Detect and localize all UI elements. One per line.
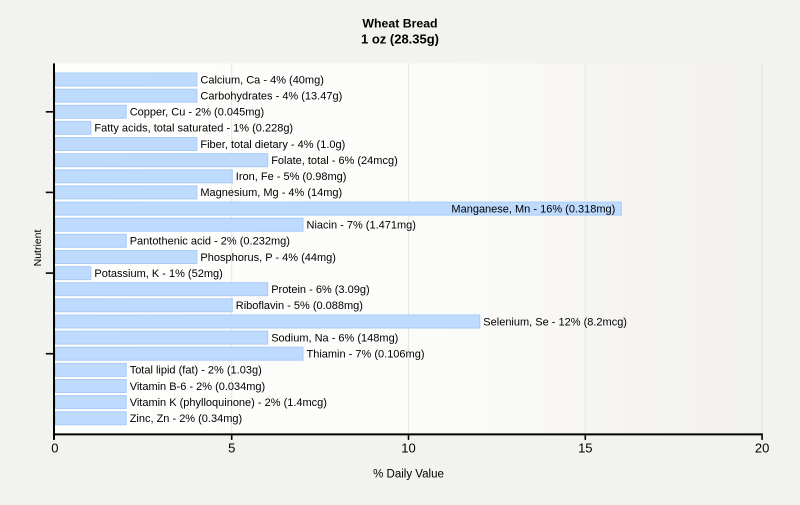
svg-text:Sodium, Na - 6% (148mg): Sodium, Na - 6% (148mg) bbox=[271, 332, 398, 344]
svg-text:Manganese, Mn - 16% (0.318mg): Manganese, Mn - 16% (0.318mg) bbox=[451, 203, 615, 215]
svg-text:20: 20 bbox=[755, 441, 769, 456]
svg-text:Vitamin B-6 - 2% (0.034mg): Vitamin B-6 - 2% (0.034mg) bbox=[130, 381, 266, 393]
svg-text:Wheat Bread: Wheat Bread bbox=[362, 16, 437, 30]
svg-text:% Daily Value: % Daily Value bbox=[373, 468, 444, 480]
svg-text:Fatty acids, total saturated -: Fatty acids, total saturated - 1% (0.228… bbox=[94, 123, 293, 135]
svg-text:Fiber, total dietary - 4% (1.0: Fiber, total dietary - 4% (1.0g) bbox=[200, 139, 345, 151]
svg-text:Copper, Cu - 2% (0.045mg): Copper, Cu - 2% (0.045mg) bbox=[130, 107, 265, 119]
svg-text:Total lipid (fat) - 2% (1.03g): Total lipid (fat) - 2% (1.03g) bbox=[130, 365, 262, 377]
svg-text:Riboflavin - 5% (0.088mg): Riboflavin - 5% (0.088mg) bbox=[236, 300, 363, 312]
svg-text:Thiamin - 7% (0.106mg): Thiamin - 7% (0.106mg) bbox=[307, 349, 425, 361]
svg-text:Calcium, Ca - 4% (40mg): Calcium, Ca - 4% (40mg) bbox=[200, 74, 323, 86]
svg-text:Niacin - 7% (1.471mg): Niacin - 7% (1.471mg) bbox=[307, 220, 416, 232]
svg-text:Phosphorus, P - 4% (44mg): Phosphorus, P - 4% (44mg) bbox=[200, 252, 336, 264]
svg-text:Zinc, Zn - 2% (0.34mg): Zinc, Zn - 2% (0.34mg) bbox=[130, 413, 242, 425]
svg-text:10: 10 bbox=[401, 441, 415, 456]
svg-text:Pantothenic acid - 2% (0.232mg: Pantothenic acid - 2% (0.232mg) bbox=[130, 236, 290, 248]
svg-text:Magnesium, Mg - 4% (14mg): Magnesium, Mg - 4% (14mg) bbox=[200, 187, 342, 199]
svg-text:Nutrient: Nutrient bbox=[32, 230, 44, 267]
svg-text:Selenium, Se - 12% (8.2mcg): Selenium, Se - 12% (8.2mcg) bbox=[483, 316, 627, 328]
svg-text:Potassium, K - 1% (52mg): Potassium, K - 1% (52mg) bbox=[94, 268, 222, 280]
svg-text:Iron, Fe - 5% (0.98mg): Iron, Fe - 5% (0.98mg) bbox=[236, 171, 347, 183]
svg-text:0: 0 bbox=[51, 441, 58, 456]
svg-text:Vitamin K (phylloquinone) - 2%: Vitamin K (phylloquinone) - 2% (1.4mcg) bbox=[130, 397, 327, 409]
svg-text:Folate, total - 6% (24mcg): Folate, total - 6% (24mcg) bbox=[271, 155, 398, 167]
svg-text:Protein - 6% (3.09g): Protein - 6% (3.09g) bbox=[271, 284, 369, 296]
svg-text:5: 5 bbox=[228, 441, 235, 456]
svg-text:15: 15 bbox=[578, 441, 592, 456]
svg-text:Carbohydrates - 4% (13.47g): Carbohydrates - 4% (13.47g) bbox=[200, 91, 342, 103]
svg-text:1 oz (28.35g): 1 oz (28.35g) bbox=[361, 31, 439, 46]
